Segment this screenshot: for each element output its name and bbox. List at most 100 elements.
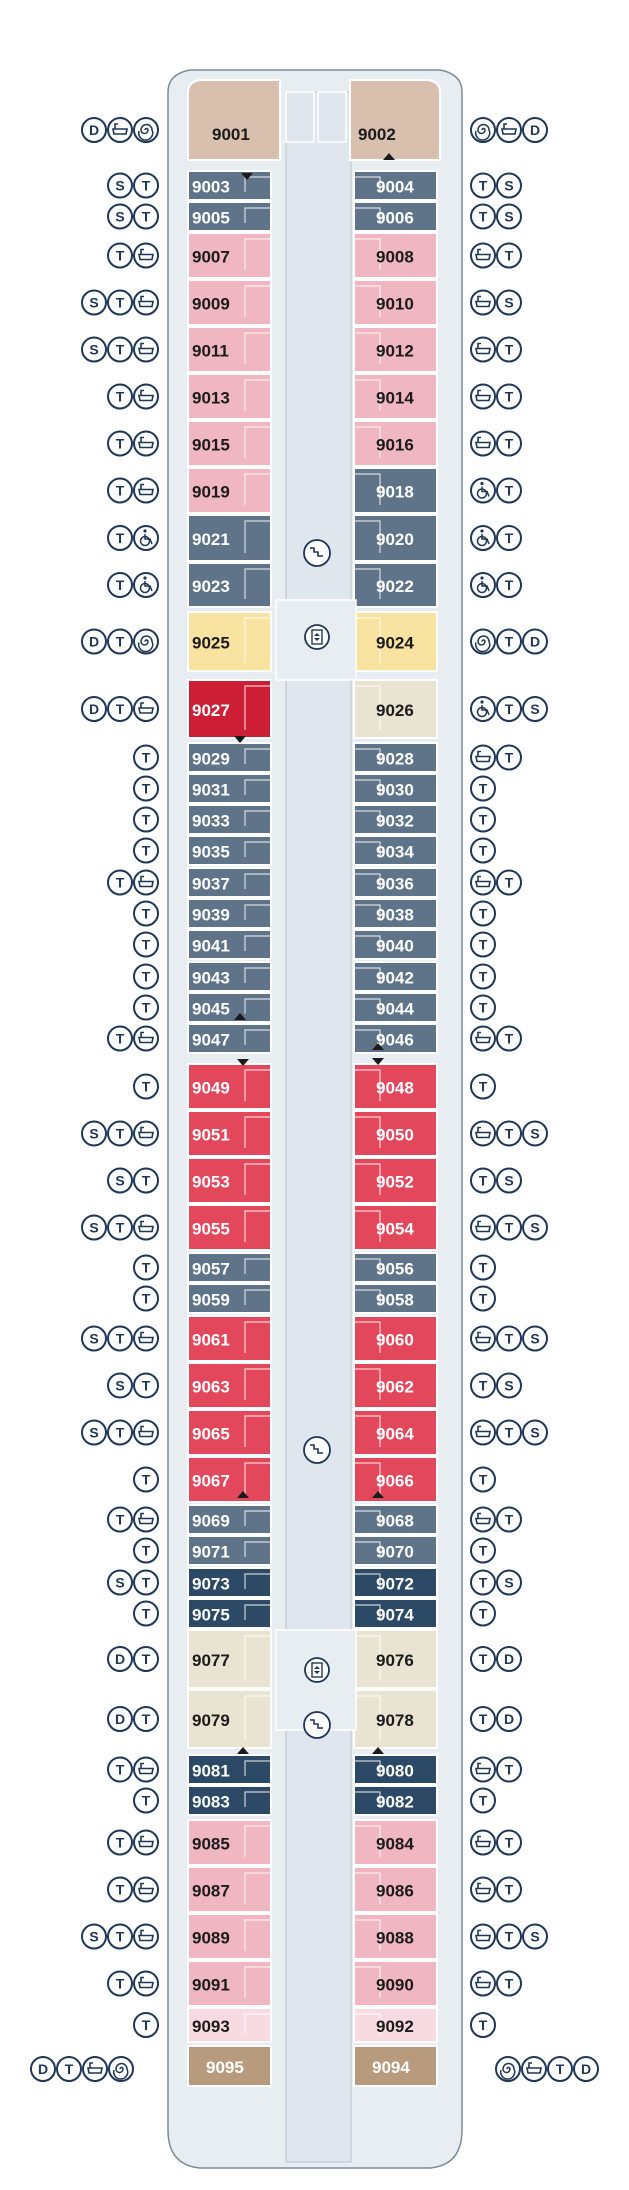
cabin-9071[interactable]: 9071 bbox=[187, 1535, 272, 1566]
cabin-9010[interactable]: 9010 bbox=[353, 279, 438, 326]
cabin-partition bbox=[354, 238, 381, 270]
cabin-9003[interactable]: 9003 bbox=[187, 170, 272, 201]
cabin-9081[interactable]: 9081 bbox=[187, 1754, 272, 1785]
cabin-9005[interactable]: 9005 bbox=[187, 201, 272, 232]
cabin-9043[interactable]: 9043 bbox=[187, 961, 272, 992]
cabin-9046[interactable]: 9046 bbox=[353, 1023, 438, 1054]
cabin-9026[interactable]: 9026 bbox=[353, 679, 438, 739]
cabin-9088[interactable]: 9088 bbox=[353, 1913, 438, 1960]
cabin-9006[interactable]: 9006 bbox=[353, 201, 438, 232]
cabin-9020[interactable]: 9020 bbox=[353, 514, 438, 562]
cabin-9040[interactable]: 9040 bbox=[353, 929, 438, 960]
cabin-9039[interactable]: 9039 bbox=[187, 898, 272, 929]
cabin-9022[interactable]: 9022 bbox=[353, 562, 438, 608]
cabin-9014[interactable]: 9014 bbox=[353, 373, 438, 420]
cabin-9032[interactable]: 9032 bbox=[353, 804, 438, 835]
cabin-9052[interactable]: 9052 bbox=[353, 1157, 438, 1204]
cabin-9093[interactable]: 9093 bbox=[187, 2007, 272, 2043]
cabin-9024[interactable]: 9024 bbox=[353, 611, 438, 672]
cabin-9044[interactable]: 9044 bbox=[353, 992, 438, 1023]
cabin-9067[interactable]: 9067 bbox=[187, 1456, 272, 1503]
cabin-9002[interactable]: 9002 bbox=[349, 79, 441, 161]
cabin-9056[interactable]: 9056 bbox=[353, 1252, 438, 1283]
cabin-9057[interactable]: 9057 bbox=[187, 1252, 272, 1283]
cabin-9036[interactable]: 9036 bbox=[353, 867, 438, 898]
cabin-9084[interactable]: 9084 bbox=[353, 1819, 438, 1866]
cabin-9025[interactable]: 9025 bbox=[187, 611, 272, 672]
cabin-9001[interactable]: 9001 bbox=[187, 79, 281, 161]
cabin-9031[interactable]: 9031 bbox=[187, 773, 272, 804]
cabin-9008[interactable]: 9008 bbox=[353, 232, 438, 279]
cabin-9037[interactable]: 9037 bbox=[187, 867, 272, 898]
cabin-9042[interactable]: 9042 bbox=[353, 961, 438, 992]
cabin-9069[interactable]: 9069 bbox=[187, 1504, 272, 1535]
cabin-9073[interactable]: 9073 bbox=[187, 1567, 272, 1598]
cabin-9029[interactable]: 9029 bbox=[187, 742, 272, 773]
svg-text:S: S bbox=[115, 209, 124, 225]
cabin-9085[interactable]: 9085 bbox=[187, 1819, 272, 1866]
cabin-9066[interactable]: 9066 bbox=[353, 1456, 438, 1503]
cabin-9028[interactable]: 9028 bbox=[353, 742, 438, 773]
cabin-9090[interactable]: 9090 bbox=[353, 1960, 438, 2007]
cabin-9041[interactable]: 9041 bbox=[187, 929, 272, 960]
cabin-9095[interactable]: 9095 bbox=[187, 2045, 272, 2087]
cabin-9070[interactable]: 9070 bbox=[353, 1535, 438, 1566]
cabin-9013[interactable]: 9013 bbox=[187, 373, 272, 420]
cabin-9048[interactable]: 9048 bbox=[353, 1063, 438, 1110]
cabin-9064[interactable]: 9064 bbox=[353, 1409, 438, 1456]
cabin-9033[interactable]: 9033 bbox=[187, 804, 272, 835]
cabin-9065[interactable]: 9065 bbox=[187, 1409, 272, 1456]
cabin-9077[interactable]: 9077 bbox=[187, 1629, 272, 1689]
cabin-9051[interactable]: 9051 bbox=[187, 1110, 272, 1157]
cabin-9035[interactable]: 9035 bbox=[187, 835, 272, 866]
cabin-9058[interactable]: 9058 bbox=[353, 1283, 438, 1314]
cabin-9078[interactable]: 9078 bbox=[353, 1689, 438, 1749]
cabin-9015[interactable]: 9015 bbox=[187, 420, 272, 467]
bathtub-icon bbox=[470, 336, 496, 363]
cabin-9023[interactable]: 9023 bbox=[187, 562, 272, 608]
cabin-9061[interactable]: 9061 bbox=[187, 1315, 272, 1362]
cabin-9054[interactable]: 9054 bbox=[353, 1204, 438, 1251]
cabin-9050[interactable]: 9050 bbox=[353, 1110, 438, 1157]
cabin-9063[interactable]: 9063 bbox=[187, 1362, 272, 1409]
cabin-9027[interactable]: 9027 bbox=[187, 679, 272, 739]
cabin-9072[interactable]: 9072 bbox=[353, 1567, 438, 1598]
cabin-9038[interactable]: 9038 bbox=[353, 898, 438, 929]
cabin-9079[interactable]: 9079 bbox=[187, 1689, 272, 1749]
cabin-9004[interactable]: 9004 bbox=[353, 170, 438, 201]
cabin-9080[interactable]: 9080 bbox=[353, 1754, 438, 1785]
cabin-9059[interactable]: 9059 bbox=[187, 1283, 272, 1314]
cabin-9082[interactable]: 9082 bbox=[353, 1785, 438, 1816]
cabin-9091[interactable]: 9091 bbox=[187, 1960, 272, 2007]
cabin-9049[interactable]: 9049 bbox=[187, 1063, 272, 1110]
cabin-9011[interactable]: 9011 bbox=[187, 326, 272, 373]
cabin-9083[interactable]: 9083 bbox=[187, 1785, 272, 1816]
cabin-9053[interactable]: 9053 bbox=[187, 1157, 272, 1204]
cabin-9068[interactable]: 9068 bbox=[353, 1504, 438, 1535]
cabin-9021[interactable]: 9021 bbox=[187, 514, 272, 562]
cabin-9009[interactable]: 9009 bbox=[187, 279, 272, 326]
cabin-9047[interactable]: 9047 bbox=[187, 1023, 272, 1054]
cabin-9019[interactable]: 9019 bbox=[187, 467, 272, 514]
cabin-9089[interactable]: 9089 bbox=[187, 1913, 272, 1960]
cabin-9075[interactable]: 9075 bbox=[187, 1598, 272, 1629]
cabin-9060[interactable]: 9060 bbox=[353, 1315, 438, 1362]
cabin-9030[interactable]: 9030 bbox=[353, 773, 438, 804]
cabin-9087[interactable]: 9087 bbox=[187, 1866, 272, 1913]
cabin-partition bbox=[244, 1163, 271, 1195]
cabin-9012[interactable]: 9012 bbox=[353, 326, 438, 373]
cabin-9016[interactable]: 9016 bbox=[353, 420, 438, 467]
cabin-9018[interactable]: 9018 bbox=[353, 467, 438, 514]
cabin-9062[interactable]: 9062 bbox=[353, 1362, 438, 1409]
cabin-9055[interactable]: 9055 bbox=[187, 1204, 272, 1251]
cabin-9076[interactable]: 9076 bbox=[353, 1629, 438, 1689]
cabin-9074[interactable]: 9074 bbox=[353, 1598, 438, 1629]
cabin-9086[interactable]: 9086 bbox=[353, 1866, 438, 1913]
cabin-9045[interactable]: 9045 bbox=[187, 992, 272, 1023]
cabin-9034[interactable]: 9034 bbox=[353, 835, 438, 866]
cabin-9007[interactable]: 9007 bbox=[187, 232, 272, 279]
cabin-9094[interactable]: 9094 bbox=[353, 2045, 438, 2087]
cabin-9092[interactable]: 9092 bbox=[353, 2007, 438, 2043]
cabin-number: 9054 bbox=[376, 1220, 414, 1239]
shower-icon: S bbox=[81, 1120, 107, 1147]
